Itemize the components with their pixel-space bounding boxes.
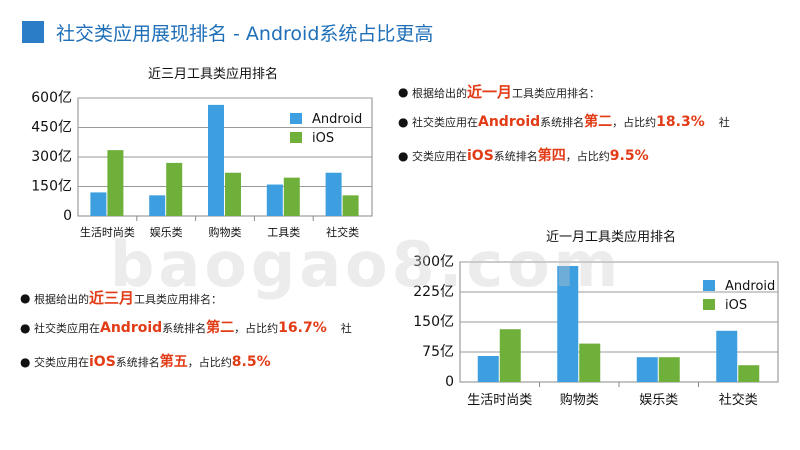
note-text: 工具类应用排名： (134, 293, 223, 306)
chart1-ytick-label: 150亿 (31, 179, 72, 195)
chart2-legend-swatch (703, 299, 715, 310)
page-header: 社交类应用展现排名 - Android系统占比更高 (22, 18, 433, 46)
note-highlight: 近一月 (467, 83, 513, 101)
note-highlight: 18.3% (656, 114, 705, 130)
chart2-bar-android (557, 266, 579, 382)
note-highlight: 第五 (159, 354, 188, 370)
note-text: 交类应用在 (34, 356, 89, 369)
note-text: 根据给出的 (412, 87, 467, 100)
chart2-legend-swatch (703, 280, 715, 291)
chart2-xtick-label: 生活时尚类 (467, 393, 532, 408)
chart2-bar-android (636, 357, 658, 382)
notes-bottom-line1: ● 根据给出的近三月工具类应用排名： (20, 286, 352, 310)
chart1-xtick-label: 工具类 (267, 225, 300, 239)
chart1-ytick-label: 0 (63, 208, 72, 224)
note-text: ，占比约 (612, 116, 657, 129)
notes-bottom: ● 根据给出的近三月工具类应用排名： ● 社交类应用在Android系统排名第二… (20, 286, 352, 376)
note-highlight: Android (100, 320, 163, 336)
notes-top-line2: ● 社交类应用在Android系统排名第二，占比约18.3% 社 (398, 108, 730, 136)
page-title: 社交类应用展现排名 - Android系统占比更高 (56, 22, 434, 45)
chart2-bar-ios (658, 357, 680, 382)
note-text: 社 (718, 116, 730, 129)
chart2-bar-ios (499, 329, 521, 382)
chart1-bar-android (325, 172, 342, 216)
notes-top: ● 根据给出的近一月工具类应用排名： ● 社交类应用在Android系统排名第二… (398, 80, 730, 170)
note-highlight: 第四 (537, 148, 566, 164)
chart2-bar-android (716, 330, 738, 382)
notes-bottom-line2: ● 社交类应用在Android系统排名第二，占比约16.7% 社 (20, 314, 352, 342)
notes-top-line3: ● 交类应用在iOS系统排名第四，占比约9.5% (398, 142, 730, 170)
note-highlight: 8.5% (231, 354, 271, 370)
chart1-bar-ios (342, 195, 359, 216)
note-text: 交类应用在 (412, 150, 467, 163)
note-text: ，占比约 (234, 322, 279, 335)
note-text: 系统排名 (162, 322, 207, 335)
note-highlight: Android (478, 114, 541, 130)
chart1-bar-ios (283, 177, 300, 216)
bullet-icon: ● (20, 291, 31, 305)
chart2-title: 近一月工具类应用排名 (546, 230, 677, 245)
note-highlight: 第二 (584, 114, 613, 130)
chart2-ytick-label: 225亿 (413, 284, 454, 300)
note-highlight: 9.5% (609, 148, 649, 164)
chart1-ytick-label: 450亿 (31, 120, 72, 136)
bullet-icon: ● (398, 149, 409, 163)
chart1-title: 近三月工具类应用排名 (148, 67, 279, 82)
chart1-xtick-label: 购物类 (209, 225, 242, 239)
chart1-bar-android (266, 184, 283, 216)
chart2-bar-ios (738, 365, 760, 382)
chart1-legend-swatch (290, 132, 302, 143)
bullet-icon: ● (20, 355, 31, 369)
chart2-xtick-label: 社交类 (719, 392, 758, 408)
chart2-legend-label: Android (725, 279, 775, 294)
chart1-xtick-label: 社交类 (326, 225, 359, 239)
note-text: 根据给出的 (34, 293, 89, 306)
chart2-xtick-label: 娱乐类 (639, 393, 678, 408)
chart1-bar-ios (166, 162, 183, 216)
chart1-xtick-label: 娱乐类 (150, 225, 183, 239)
bullet-icon: ● (398, 115, 409, 129)
note-text: 社交类应用在 (412, 116, 478, 129)
note-text: 工具类应用排名： (512, 87, 601, 100)
note-text: ，占比约 (187, 356, 232, 369)
chart1-bar-ios (225, 172, 241, 216)
chart2-ytick-label: 0 (445, 374, 454, 390)
chart2-xtick-label: 购物类 (560, 392, 599, 408)
chart2-legend-label: iOS (725, 298, 747, 313)
note-highlight: iOS (89, 354, 116, 370)
chart1-legend-swatch (290, 113, 302, 124)
bullet-icon: ● (20, 321, 31, 335)
note-highlight: iOS (467, 148, 494, 164)
chart1-bar-android (90, 192, 107, 216)
note-highlight: 第二 (206, 320, 235, 336)
chart1-ytick-label: 300亿 (31, 149, 72, 165)
chart1-legend-label: Android (312, 112, 362, 127)
note-highlight: 16.7% (278, 320, 327, 336)
chart2-bar-android (477, 356, 499, 382)
chart2-bar-ios (579, 343, 601, 382)
chart1-xtick-label: 生活时尚类 (80, 225, 135, 239)
chart1-bar-android (149, 195, 166, 216)
chart1-bar-android (208, 104, 224, 216)
note-text: 系统排名 (493, 150, 538, 163)
chart1-ytick-label: 600亿 (31, 90, 72, 106)
note-text: 社 (340, 322, 352, 335)
title-marker-square (22, 21, 44, 43)
bullet-icon: ● (398, 85, 409, 99)
notes-bottom-line3: ● 交类应用在iOS系统排名第五，占比约8.5% (20, 348, 352, 376)
note-highlight: 近三月 (89, 289, 135, 307)
chart1-bar-ios (107, 150, 124, 216)
note-text: 社交类应用在 (34, 322, 100, 335)
chart2-ytick-label: 300亿 (413, 254, 454, 270)
chart1-legend-label: iOS (312, 131, 334, 146)
chart2-ytick-label: 150亿 (413, 314, 454, 330)
note-text: 系统排名 (115, 356, 160, 369)
chart2-ytick-label: 75亿 (422, 344, 454, 360)
note-text: 系统排名 (540, 116, 585, 129)
notes-top-line1: ● 根据给出的近一月工具类应用排名： (398, 80, 730, 104)
note-text: ，占比约 (565, 150, 610, 163)
